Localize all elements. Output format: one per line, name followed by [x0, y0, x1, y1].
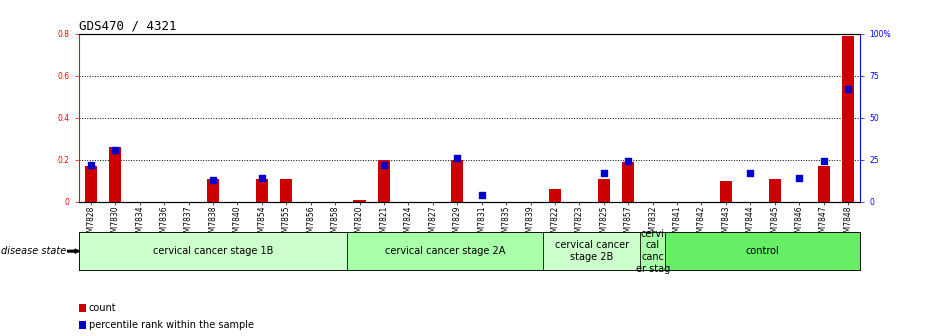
Point: [376, 162, 391, 167]
Bar: [207, 178, 219, 202]
Bar: [109, 147, 121, 202]
Point: [108, 147, 123, 152]
Point: [621, 159, 635, 164]
Point: [83, 162, 98, 167]
Point: [450, 155, 464, 161]
Bar: [842, 36, 854, 202]
Bar: [377, 160, 390, 202]
Text: control: control: [746, 246, 780, 256]
Bar: [623, 162, 635, 202]
Bar: [640, 232, 665, 270]
Text: percentile rank within the sample: percentile rank within the sample: [89, 320, 253, 330]
Point: [254, 175, 269, 181]
Text: cervical cancer stage 2A: cervical cancer stage 2A: [385, 246, 505, 256]
Bar: [769, 178, 781, 202]
Point: [475, 192, 489, 198]
Bar: [79, 232, 347, 270]
Bar: [255, 178, 268, 202]
Text: count: count: [89, 303, 117, 313]
Bar: [85, 166, 97, 202]
Text: cervical cancer
stage 2B: cervical cancer stage 2B: [554, 240, 629, 262]
Point: [597, 170, 611, 176]
Bar: [353, 200, 365, 202]
Point: [841, 86, 856, 92]
Bar: [543, 232, 640, 270]
Bar: [451, 160, 463, 202]
Bar: [347, 232, 543, 270]
Bar: [549, 189, 561, 202]
Text: cervi
cal
canc
er stag: cervi cal canc er stag: [635, 229, 670, 274]
Bar: [280, 178, 292, 202]
Text: GDS470 / 4321: GDS470 / 4321: [79, 19, 176, 33]
Text: disease state: disease state: [1, 246, 67, 256]
Point: [743, 170, 758, 176]
Bar: [598, 178, 610, 202]
Bar: [818, 166, 830, 202]
Point: [792, 175, 807, 181]
Bar: [720, 181, 732, 202]
Bar: [665, 232, 860, 270]
Point: [816, 159, 831, 164]
Point: [205, 177, 220, 182]
Text: cervical cancer stage 1B: cervical cancer stage 1B: [153, 246, 273, 256]
